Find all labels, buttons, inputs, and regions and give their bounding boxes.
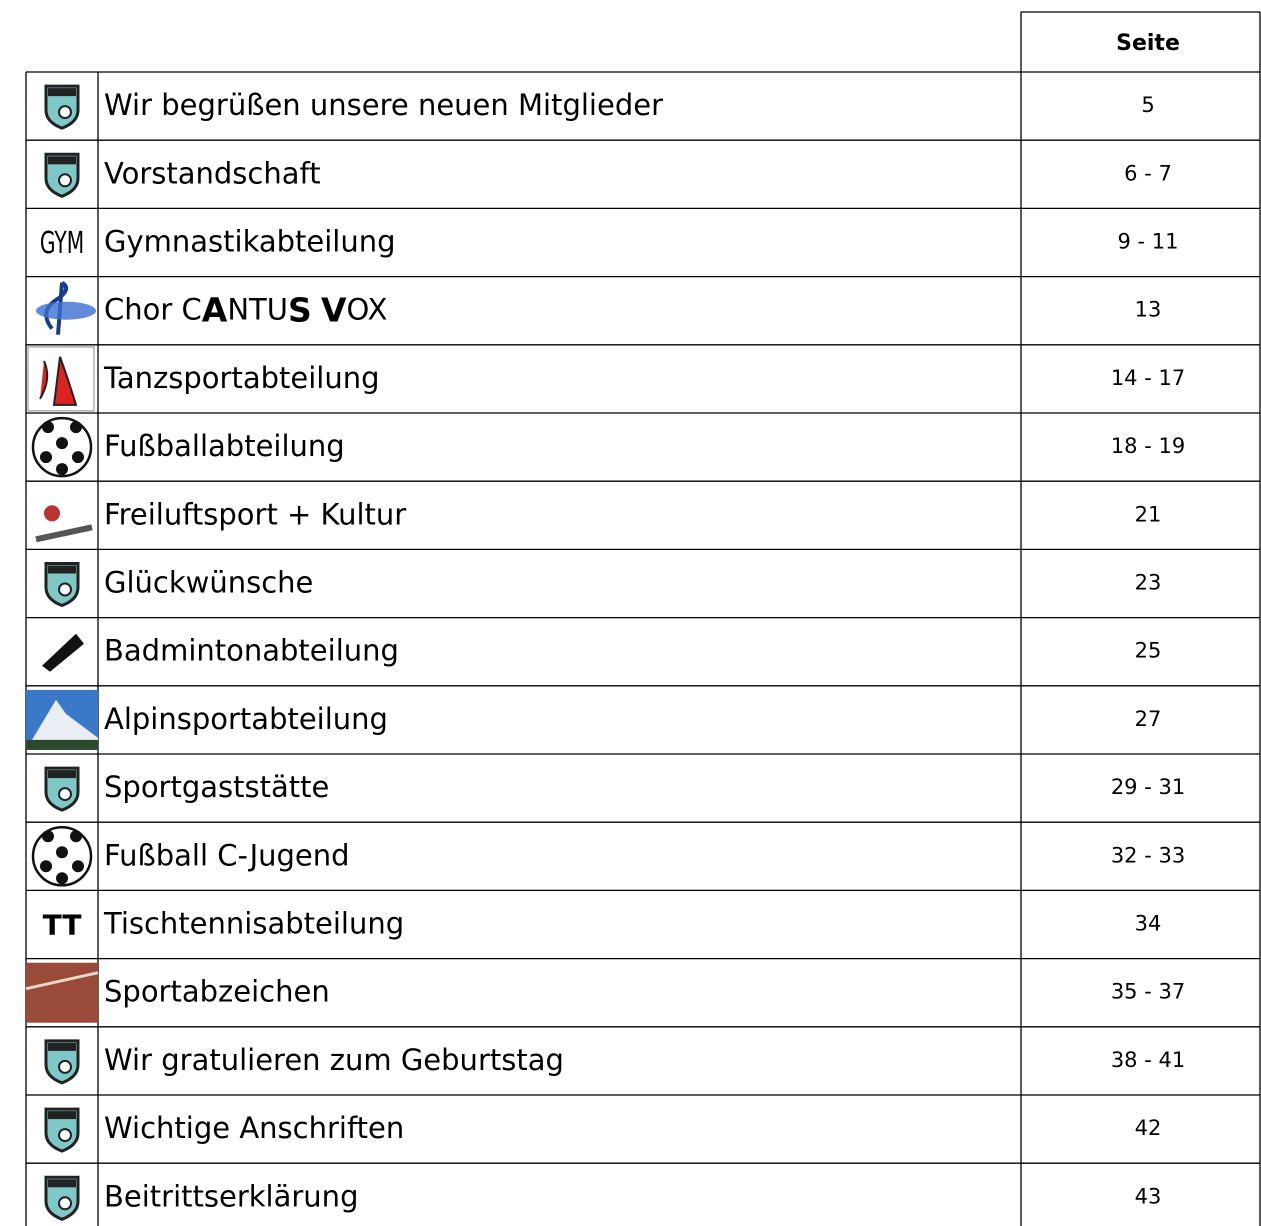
- title-part: V: [321, 290, 347, 329]
- patch: [70, 421, 82, 433]
- title-part: OX: [347, 293, 388, 327]
- entry-page: 32 - 33: [1111, 843, 1185, 867]
- crest-band: [48, 1043, 76, 1051]
- patch: [40, 451, 52, 463]
- entry-title: Alpinsportabteilung: [104, 702, 388, 736]
- crest-band: [48, 156, 76, 164]
- page-header: Seite: [1116, 31, 1180, 56]
- patch: [56, 463, 68, 475]
- entry-title: Wir begrüßen unsere neuen Mitglieder: [104, 88, 663, 122]
- entry-page: 42: [1135, 1116, 1162, 1140]
- entry-page: 18 - 19: [1111, 434, 1185, 458]
- icon: [46, 1109, 78, 1151]
- entry-title: Fußballabteilung: [104, 429, 345, 463]
- hiker: [36, 527, 92, 539]
- icon: [26, 963, 98, 1023]
- patch: [56, 846, 68, 858]
- icon: [46, 1041, 78, 1083]
- crest-ball: [59, 1197, 71, 1209]
- entry-page: 9 - 11: [1117, 230, 1178, 254]
- entry-title: Wir gratulieren zum Geburtstag: [104, 1043, 564, 1077]
- title-part: S: [288, 290, 312, 329]
- crest-band: [48, 88, 76, 96]
- entry-page: 14 - 17: [1111, 366, 1185, 390]
- entry-title: Gymnastikabteilung: [104, 225, 396, 259]
- valley: [26, 740, 98, 750]
- icon-label: GYM: [40, 226, 84, 261]
- patch: [72, 451, 84, 463]
- entry-page: 21: [1135, 502, 1162, 526]
- entry-title: Fußball C-Jugend: [104, 838, 350, 872]
- icon: [26, 690, 98, 750]
- crest-ball: [59, 106, 71, 118]
- icon: [42, 634, 84, 672]
- icon: [33, 418, 91, 476]
- icon: [46, 564, 78, 606]
- entry-page: 29 - 31: [1111, 775, 1185, 799]
- icon: [33, 827, 91, 885]
- crest-ball: [59, 1061, 71, 1073]
- icon: [46, 768, 78, 810]
- icon: [28, 347, 94, 411]
- entry-title: Beitrittserklärung: [104, 1179, 358, 1213]
- hiker-body: [44, 505, 60, 521]
- entry-page: 5: [1141, 93, 1154, 117]
- icon: [36, 283, 96, 335]
- crest-band: [48, 1111, 76, 1119]
- entry-title: Wichtige Anschriften: [104, 1111, 404, 1145]
- entry-page: 6 - 7: [1124, 161, 1172, 185]
- icon: [46, 154, 78, 196]
- icon: GYM: [40, 226, 84, 261]
- icon: [46, 86, 78, 128]
- entry-title: Badmintonabteilung: [104, 634, 399, 668]
- crest-ball: [59, 174, 71, 186]
- entry-title: Chor CANTUS VOX: [104, 290, 387, 329]
- crest-ball: [59, 1129, 71, 1141]
- crest-band: [48, 566, 76, 574]
- title-part: Chor C: [104, 293, 202, 327]
- entry-page: 43: [1135, 1184, 1162, 1208]
- patch: [42, 830, 54, 842]
- entry-title: Vorstandschaft: [104, 156, 321, 190]
- chor-text: [36, 302, 96, 320]
- entry-title: Sportgaststätte: [104, 770, 329, 804]
- title-part: A: [202, 290, 228, 329]
- entry-page: 34: [1135, 912, 1162, 936]
- contents-table: Seite Wir begrüßen unsere neuen Mitglied…: [0, 0, 1261, 1226]
- patch: [70, 830, 82, 842]
- entry-title: Sportabzeichen: [104, 975, 330, 1009]
- icon: [36, 505, 92, 539]
- crest-ball: [59, 788, 71, 800]
- shuttle: [42, 634, 84, 672]
- entry-page: 23: [1135, 571, 1162, 595]
- entry-title: Freiluftsport + Kultur: [104, 497, 406, 531]
- entry-title: Tischtennisabteilung: [103, 907, 404, 941]
- patch: [56, 872, 68, 884]
- icon-label: TT: [43, 909, 82, 942]
- patch: [42, 421, 54, 433]
- icon: TT: [43, 909, 82, 942]
- title-part: [312, 293, 321, 327]
- entry-title: Glückwünsche: [104, 566, 313, 600]
- entry-page: 13: [1135, 298, 1162, 322]
- patch: [56, 437, 68, 449]
- crest-ball: [59, 584, 71, 596]
- entry-title: Tanzsportabteilung: [103, 361, 380, 395]
- icon: [46, 1177, 78, 1219]
- patch: [40, 860, 52, 872]
- entry-page: 38 - 41: [1111, 1048, 1185, 1072]
- entry-page: 27: [1135, 707, 1162, 731]
- entry-page: 35 - 37: [1111, 980, 1185, 1004]
- crest-band: [48, 1179, 76, 1187]
- track: [26, 963, 98, 1023]
- entry-page: 25: [1135, 639, 1162, 663]
- patch: [72, 860, 84, 872]
- title-part: NTU: [227, 293, 288, 327]
- crest-band: [48, 770, 76, 778]
